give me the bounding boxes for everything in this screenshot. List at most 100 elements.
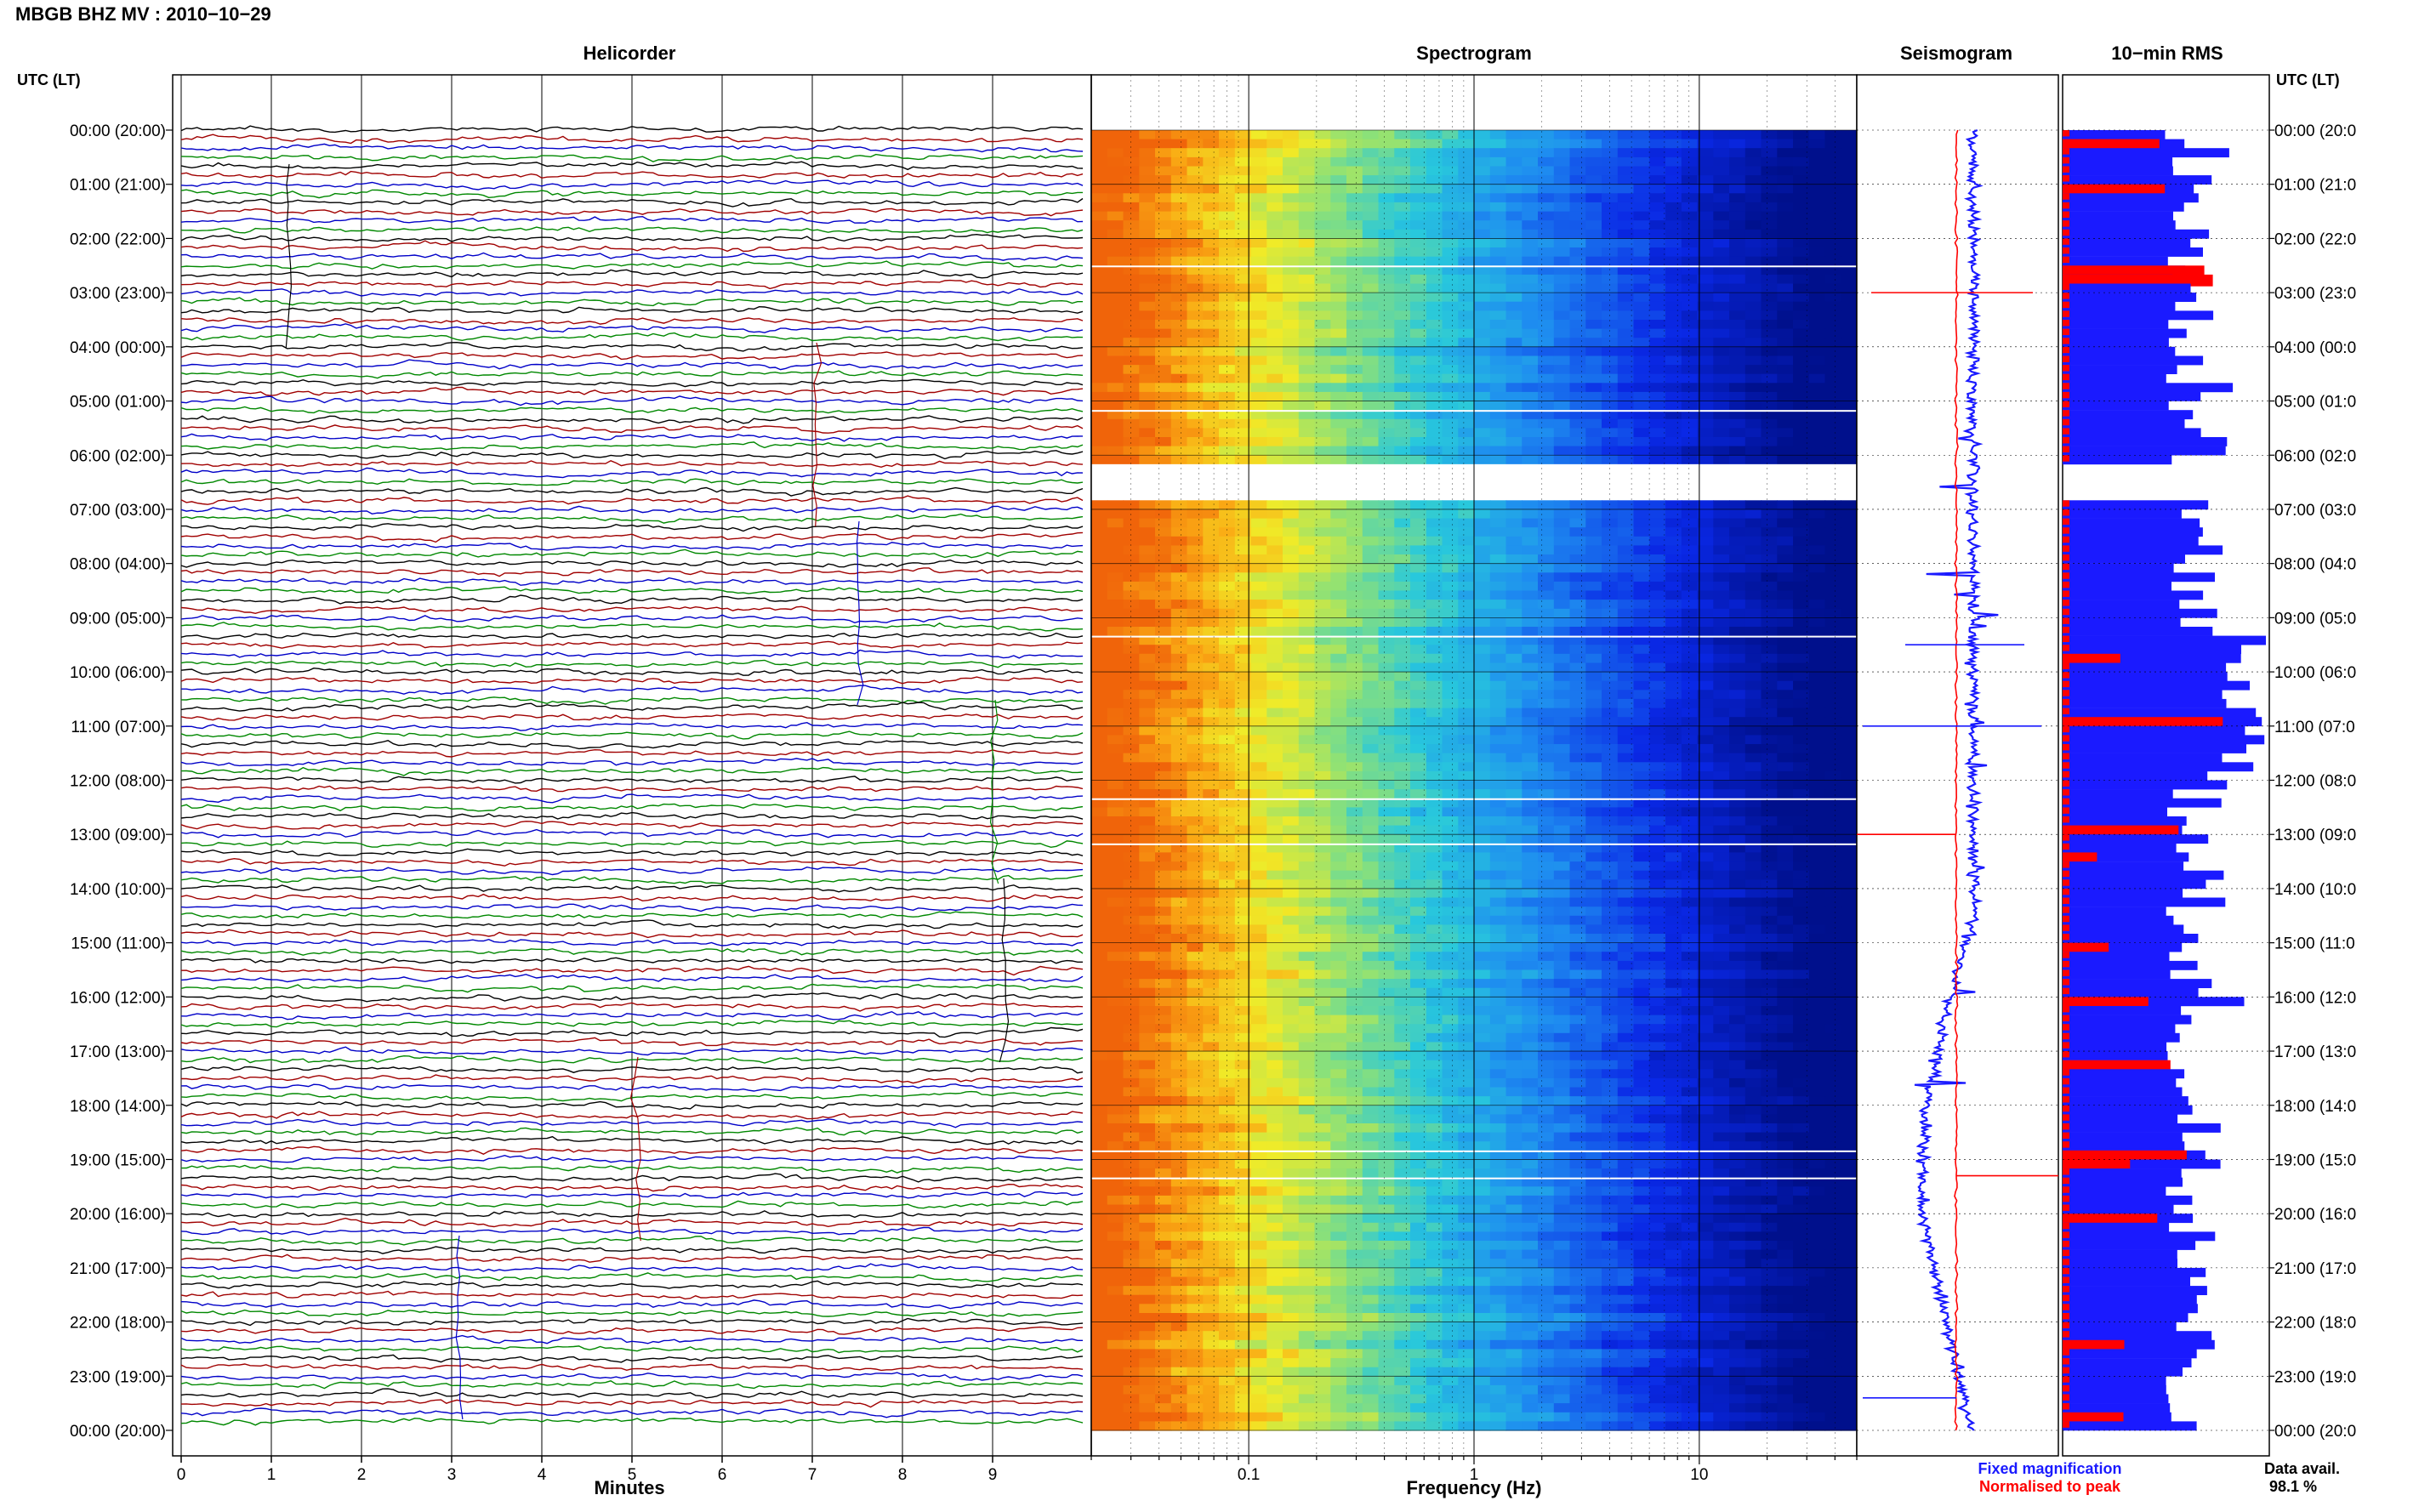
spectrogram-cell — [1362, 662, 1380, 673]
spectrogram-cell — [1123, 897, 1140, 907]
spectrogram-cell — [1681, 175, 1699, 185]
spectrogram-cell — [1697, 753, 1714, 763]
spectrogram-cell — [1314, 1042, 1331, 1052]
spectrogram-cell — [1681, 238, 1699, 248]
spectrogram-cell — [1505, 1032, 1523, 1043]
spectrogram-cell — [1681, 753, 1699, 763]
helicorder-tick-label: 6 — [718, 1466, 727, 1484]
spectrogram-cell — [1107, 997, 1124, 1007]
spectrogram-cell — [1266, 717, 1283, 727]
spectrogram-cell — [1602, 373, 1619, 384]
spectrogram-cell — [1203, 355, 1220, 366]
spectrogram-cell — [1585, 320, 1602, 330]
spectrogram-cell — [1489, 328, 1507, 338]
spectrogram-cell — [1234, 401, 1252, 411]
spectrogram-cell — [1665, 798, 1682, 808]
spectrogram-cell — [1602, 211, 1619, 221]
spectrogram-cell — [1489, 834, 1507, 844]
spectrogram-cell — [1330, 635, 1347, 645]
spectrogram-cell — [1187, 338, 1204, 348]
spectrogram-cell — [1426, 401, 1443, 411]
spectrogram-cell — [1346, 834, 1363, 844]
spectrogram-cell — [1378, 825, 1395, 835]
spectrogram-cell — [1713, 283, 1730, 293]
spectrogram-cell — [1155, 355, 1172, 366]
spectrogram-cell — [1314, 247, 1331, 258]
spectrogram-cell — [1091, 256, 1108, 266]
spectrogram-cell — [1394, 997, 1411, 1007]
spectrogram-cell — [1091, 1015, 1108, 1025]
spectrogram-cell — [1091, 645, 1108, 655]
spectrogram-cell — [1713, 518, 1730, 528]
spectrogram-cell — [1777, 229, 1794, 239]
spectrogram-cell — [1314, 518, 1331, 528]
spectrogram-cell — [1330, 725, 1347, 736]
spectrogram-cell — [1569, 193, 1586, 203]
helicorder-trace — [180, 1290, 1084, 1300]
spectrogram-cell — [1824, 355, 1841, 366]
spectrogram-cell — [1697, 1032, 1714, 1043]
spectrogram-cell — [1330, 229, 1347, 239]
spectrogram-cell — [1107, 554, 1124, 565]
spectrogram-cell — [1649, 717, 1666, 727]
spectrogram-cell — [1091, 834, 1108, 844]
spectrogram-cell — [1250, 301, 1267, 311]
spectrogram-cell — [1107, 645, 1124, 655]
spectrogram-cell — [1602, 753, 1619, 763]
spectrogram-cell — [1170, 861, 1188, 872]
spectrogram-cell — [1155, 193, 1172, 203]
spectrogram-cell — [1234, 1060, 1252, 1070]
spectrogram-cell — [1123, 843, 1140, 853]
spectrogram-cell — [1123, 166, 1140, 176]
spectrogram-cell — [1633, 211, 1650, 221]
spectrogram-cell — [1649, 301, 1666, 311]
spectrogram-cell — [1107, 915, 1124, 925]
spectrogram-cell — [1170, 193, 1188, 203]
helicorder-trace — [180, 143, 1084, 153]
helicorder-trace — [180, 170, 1084, 179]
spectrogram-cell — [1155, 310, 1172, 321]
spectrogram-cell — [1298, 238, 1316, 248]
spectrogram-cell — [1250, 139, 1267, 149]
spectrogram-cell — [1346, 680, 1363, 691]
spectrogram-cell — [1697, 446, 1714, 456]
spectrogram-cell — [1123, 1042, 1140, 1052]
spectrogram-cell — [1394, 130, 1411, 140]
spectrogram-cell — [1314, 301, 1331, 311]
spectrogram-cell — [1219, 690, 1236, 700]
spectrogram-cell — [1139, 220, 1156, 230]
spectrogram-cell — [1378, 725, 1395, 736]
spectrogram-cell — [1617, 753, 1635, 763]
spectrogram-cell — [1777, 328, 1794, 338]
spectrogram-cell — [1745, 500, 1762, 510]
spectrogram-cell — [1729, 320, 1746, 330]
spectrogram-cell — [1442, 590, 1459, 600]
spectrogram-cell — [1107, 653, 1124, 663]
spectrogram-cell — [1266, 401, 1283, 411]
spectrogram-cell — [1729, 509, 1746, 520]
spectrogram-cell — [1123, 581, 1140, 592]
spectrogram-cell — [1745, 220, 1762, 230]
spectrogram-cell — [1841, 265, 1858, 276]
spectrogram-cell — [1761, 156, 1778, 168]
spectrogram-cell — [1362, 229, 1380, 239]
spectrogram-cell — [1155, 527, 1172, 537]
spectrogram-cell — [1569, 139, 1586, 149]
spectrogram-cell — [1777, 383, 1794, 393]
spectrogram-cell — [1139, 952, 1156, 962]
spectrogram-cell — [1458, 762, 1475, 772]
spectrogram-cell — [1362, 816, 1380, 827]
spectrogram-cell — [1585, 1051, 1602, 1061]
spectrogram-cell — [1426, 428, 1443, 438]
spectrogram-cell — [1729, 807, 1746, 817]
spectrogram-cell — [1569, 283, 1586, 293]
spectrogram-cell — [1330, 762, 1347, 772]
spectrogram-cell — [1155, 870, 1172, 880]
spectrogram-cell — [1250, 770, 1267, 782]
spectrogram-cell — [1777, 446, 1794, 456]
spectrogram-cell — [1170, 509, 1188, 520]
spectrogram-cell — [1203, 870, 1220, 880]
spectrogram-cell — [1681, 789, 1699, 799]
spectrogram-cell — [1777, 139, 1794, 149]
spectrogram-cell — [1553, 428, 1571, 438]
